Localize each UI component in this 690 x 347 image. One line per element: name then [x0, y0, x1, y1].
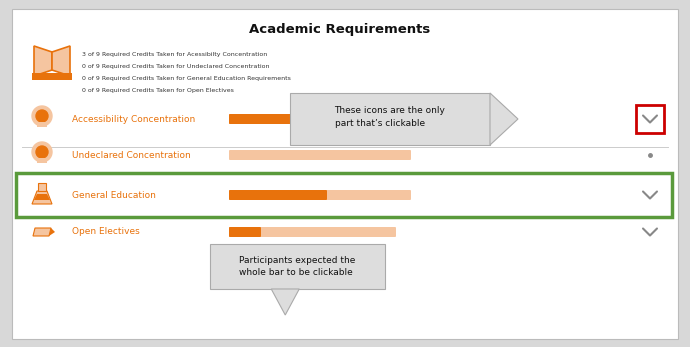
Text: These icons are the only
part that’s clickable: These icons are the only part that’s cli…	[335, 106, 446, 128]
FancyBboxPatch shape	[37, 122, 47, 127]
Polygon shape	[490, 93, 518, 145]
Text: Undeclared Concentration: Undeclared Concentration	[72, 151, 190, 160]
FancyBboxPatch shape	[12, 9, 678, 339]
Text: Accessibility Concentration: Accessibility Concentration	[72, 115, 195, 124]
FancyBboxPatch shape	[229, 150, 411, 160]
FancyBboxPatch shape	[229, 114, 447, 124]
FancyBboxPatch shape	[38, 183, 46, 191]
Text: General Education: General Education	[72, 191, 156, 200]
FancyBboxPatch shape	[229, 227, 396, 237]
FancyBboxPatch shape	[229, 190, 411, 200]
FancyBboxPatch shape	[636, 105, 664, 133]
Polygon shape	[49, 228, 55, 236]
FancyBboxPatch shape	[32, 73, 72, 80]
Text: Participants expected the
whole bar to be clickable: Participants expected the whole bar to b…	[239, 256, 355, 277]
Circle shape	[32, 106, 52, 126]
Polygon shape	[32, 191, 52, 204]
Text: Open Electives: Open Electives	[72, 228, 140, 237]
Text: Academic Requirements: Academic Requirements	[249, 23, 431, 35]
FancyBboxPatch shape	[229, 114, 315, 124]
Polygon shape	[34, 194, 50, 200]
Polygon shape	[271, 289, 299, 315]
Circle shape	[32, 142, 52, 162]
Circle shape	[36, 110, 48, 122]
FancyBboxPatch shape	[37, 158, 47, 163]
Circle shape	[36, 146, 48, 158]
Text: 0 of 9 Required Credits Taken for Open Electives: 0 of 9 Required Credits Taken for Open E…	[82, 87, 234, 93]
FancyBboxPatch shape	[290, 93, 490, 145]
Text: 3 of 9 Required Credits Taken for Acessibilty Concentration: 3 of 9 Required Credits Taken for Acessi…	[82, 51, 267, 57]
FancyBboxPatch shape	[210, 244, 385, 289]
Text: 0 of 9 Required Credits Taken for General Education Requirements: 0 of 9 Required Credits Taken for Genera…	[82, 76, 291, 81]
FancyBboxPatch shape	[16, 173, 672, 217]
Polygon shape	[34, 46, 52, 76]
Polygon shape	[33, 228, 51, 236]
Text: 0 of 9 Required Credits Taken for Undeclared Concentration: 0 of 9 Required Credits Taken for Undecl…	[82, 64, 270, 68]
FancyBboxPatch shape	[229, 227, 261, 237]
Polygon shape	[52, 46, 70, 76]
FancyBboxPatch shape	[229, 190, 327, 200]
